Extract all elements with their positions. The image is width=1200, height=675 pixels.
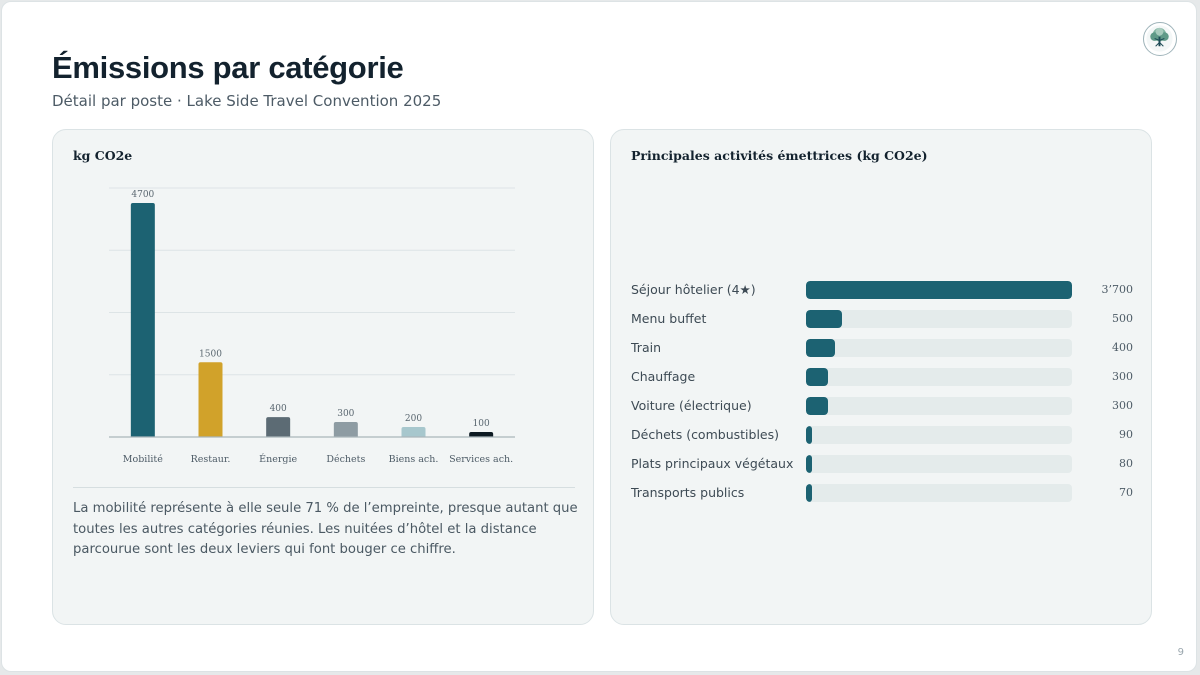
activity-bar-track xyxy=(806,455,1072,473)
x-tick-label: Biens ach. xyxy=(389,454,439,465)
activity-value: 3’700 xyxy=(1101,283,1134,296)
activity-row: Chauffage 300 xyxy=(611,367,1153,387)
chart-bar xyxy=(266,417,291,437)
activity-bar-track xyxy=(806,339,1072,357)
bar-data-label: 100 xyxy=(473,419,490,429)
activities-title: Principales activités émettrices (kg CO2… xyxy=(631,148,928,163)
activity-bar xyxy=(806,310,842,328)
activity-row: Plats principaux végétaux 80 xyxy=(611,454,1153,474)
bar-data-label: 300 xyxy=(337,409,354,419)
chart-bar xyxy=(401,427,426,437)
activity-bar xyxy=(806,281,1072,299)
activity-label: Transports publics xyxy=(631,485,745,500)
activity-label: Menu buffet xyxy=(631,311,707,326)
activity-value: 500 xyxy=(1112,312,1133,325)
page-subtitle: Détail par poste · Lake Side Travel Conv… xyxy=(52,92,442,110)
activity-bar xyxy=(806,339,835,357)
activity-label: Chauffage xyxy=(631,369,696,384)
activity-bar-track xyxy=(806,426,1072,444)
page-title: Émissions par catégorie xyxy=(52,50,404,85)
x-tick-label: Mobilité xyxy=(123,454,163,465)
tree-logo-icon xyxy=(1143,22,1177,56)
activity-value: 300 xyxy=(1112,399,1133,412)
divider xyxy=(73,487,575,488)
bar-data-label: 400 xyxy=(270,404,287,414)
chart-bar xyxy=(469,432,494,437)
bar-data-label: 1500 xyxy=(199,349,222,359)
activity-value: 80 xyxy=(1119,457,1133,470)
activity-value: 90 xyxy=(1119,428,1133,441)
activity-value: 400 xyxy=(1112,341,1133,354)
chart-bar xyxy=(130,202,155,437)
activity-bar-track xyxy=(806,310,1072,328)
activity-label: Train xyxy=(631,340,661,355)
chart-bar xyxy=(333,422,358,437)
activity-label: Séjour hôtelier (4★) xyxy=(631,282,756,297)
activity-bar-track xyxy=(806,397,1072,415)
page-number: 9 xyxy=(1177,647,1184,658)
activity-bar xyxy=(806,455,812,473)
activity-row: Train 400 xyxy=(611,338,1153,358)
activity-row: Séjour hôtelier (4★) 3’700 xyxy=(611,280,1153,300)
x-tick-label: Restaur. xyxy=(191,454,231,465)
bar-data-label: 200 xyxy=(405,414,422,424)
activity-bar xyxy=(806,368,828,386)
chart-commentary: La mobilité représente à elle seule 71 %… xyxy=(73,501,578,557)
activities-card: Principales activités émettrices (kg CO2… xyxy=(610,129,1152,625)
category-bar-chart: 4700 Mobilité 1500 Restaur. 400 Énergie 300 Déc… xyxy=(109,187,515,465)
activity-bar-track xyxy=(806,281,1072,299)
activity-bar xyxy=(806,426,813,444)
x-tick-label: Services ach. xyxy=(449,454,513,465)
category-chart-title: kg CO2e xyxy=(73,148,133,163)
activity-row: Transports publics 70 xyxy=(611,483,1153,503)
activity-bar xyxy=(806,484,812,502)
activity-value: 300 xyxy=(1112,370,1133,383)
chart-bar xyxy=(198,362,223,437)
activity-row: Déchets (combustibles) 90 xyxy=(611,425,1153,445)
x-tick-label: Déchets xyxy=(326,454,365,465)
activity-bar xyxy=(806,397,828,415)
activity-label: Plats principaux végétaux xyxy=(631,456,794,471)
category-chart-card: kg CO2e 4700 Mobilité 1500 Restaur. 400 Énerg… xyxy=(52,129,594,625)
activity-label: Voiture (électrique) xyxy=(631,398,752,413)
activity-bar-track xyxy=(806,484,1072,502)
bar-data-label: 4700 xyxy=(131,190,154,200)
x-tick-label: Énergie xyxy=(259,453,297,465)
activity-label: Déchets (combustibles) xyxy=(631,427,779,442)
activity-row: Voiture (électrique) 300 xyxy=(611,396,1153,416)
activity-row: Menu buffet 500 xyxy=(611,309,1153,329)
activity-bar-track xyxy=(806,368,1072,386)
activity-value: 70 xyxy=(1119,486,1133,499)
